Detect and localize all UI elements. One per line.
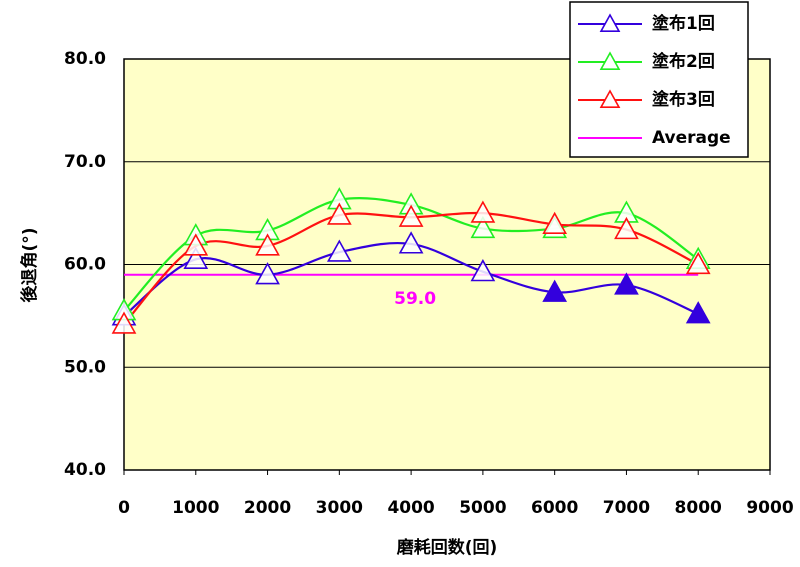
marker	[542, 211, 568, 235]
x-tick-label: 8000	[675, 498, 722, 518]
marker	[255, 262, 280, 285]
legend-label: 塗布1回	[652, 13, 715, 34]
y-tick-label: 70.0	[64, 152, 106, 172]
x-tick-label: 4000	[387, 498, 434, 518]
marker	[326, 239, 352, 262]
x-tick-label: 5000	[459, 498, 506, 518]
y-tick-label: 40.0	[64, 460, 106, 480]
y-tick-label: 80.0	[64, 49, 106, 69]
x-axis-label: 磨耗回数(回)	[397, 537, 498, 558]
marker	[470, 259, 496, 282]
marker	[614, 216, 639, 240]
x-tick-label: 9000	[746, 498, 793, 518]
legend-marker	[599, 89, 621, 108]
marker	[685, 301, 711, 324]
legend-marker	[599, 13, 621, 33]
legend-label: Average	[652, 128, 731, 148]
marker	[470, 215, 496, 239]
marker	[111, 311, 137, 334]
y-tick-label: 50.0	[64, 357, 106, 377]
average-label: 59.0	[394, 289, 436, 309]
marker	[470, 200, 496, 223]
marker	[614, 272, 639, 295]
x-tick-label: 0	[118, 498, 130, 518]
legend-box	[569, 1, 749, 158]
marker	[326, 202, 352, 225]
legend-label: 塗布3回	[652, 89, 715, 110]
marker	[183, 233, 209, 256]
x-tick-label: 1000	[172, 498, 219, 518]
x-tick-label: 3000	[316, 498, 363, 518]
marker	[685, 251, 711, 275]
y-axis-label: 後退角(°)	[19, 227, 40, 302]
marker	[398, 231, 424, 254]
marker	[183, 246, 209, 269]
x-tick-label: 2000	[244, 498, 291, 518]
marker	[255, 233, 280, 256]
x-tick-label: 6000	[531, 498, 578, 518]
legend-label: 塗布2回	[652, 51, 715, 72]
marker	[542, 279, 568, 302]
legend-marker	[599, 51, 621, 70]
y-tick-label: 60.0	[64, 255, 106, 275]
x-tick-label: 7000	[603, 498, 650, 518]
marker	[398, 204, 424, 227]
